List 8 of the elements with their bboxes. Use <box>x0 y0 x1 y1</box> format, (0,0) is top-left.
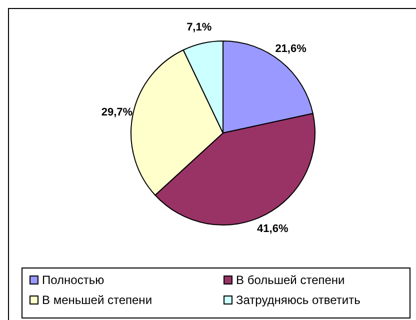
data-label: 21,6% <box>275 42 307 55</box>
legend-label: Полностью <box>42 273 104 287</box>
data-label: 29,7% <box>101 106 133 118</box>
data-label: 41,6% <box>257 222 288 235</box>
data-label: 7,1% <box>186 22 212 34</box>
legend-label: В меньшей степени <box>42 293 152 307</box>
legend-label: Затрудняюсь ответить <box>236 293 360 307</box>
legend-label: В большей степени <box>236 273 345 287</box>
